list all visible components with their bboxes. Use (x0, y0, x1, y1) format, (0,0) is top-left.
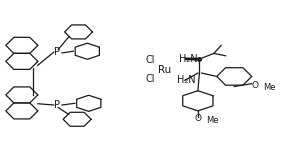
Text: O: O (251, 81, 258, 90)
Text: Me: Me (206, 116, 219, 125)
Text: Ru: Ru (158, 65, 171, 75)
Text: H₂N: H₂N (179, 54, 198, 64)
Text: Cl: Cl (145, 74, 155, 84)
Text: Cl: Cl (145, 55, 155, 65)
Text: P: P (54, 100, 60, 110)
Text: O: O (194, 114, 201, 123)
Text: P: P (54, 47, 60, 57)
Text: H₂N: H₂N (177, 75, 195, 85)
Text: Me: Me (263, 82, 275, 92)
